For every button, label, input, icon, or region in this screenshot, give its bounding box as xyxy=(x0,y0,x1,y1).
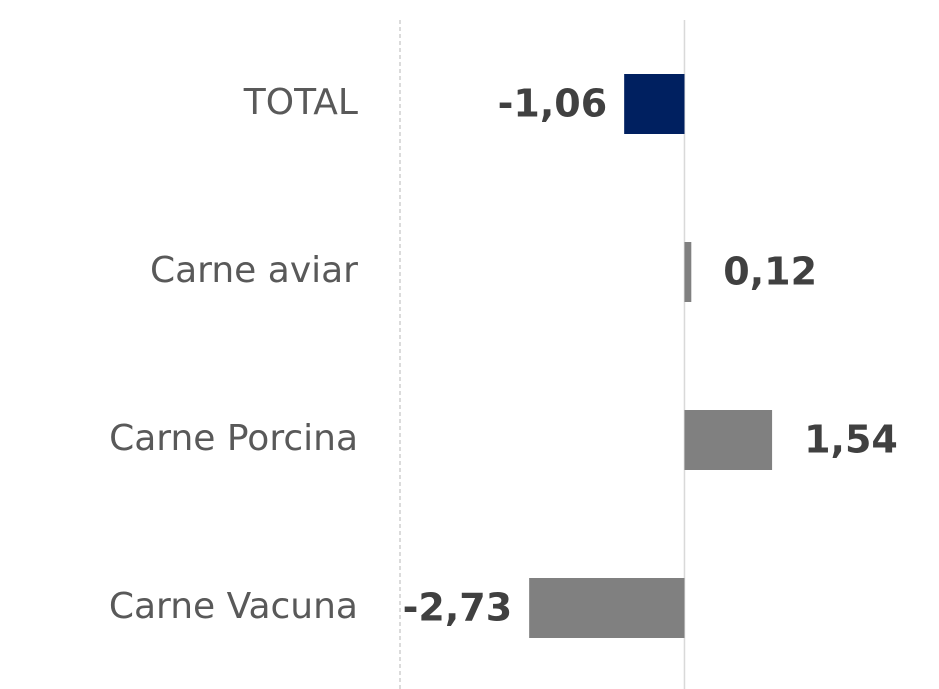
bar xyxy=(684,242,692,302)
category-label: Carne aviar xyxy=(150,250,358,291)
bar xyxy=(624,74,685,134)
bar xyxy=(684,410,773,470)
category-label: TOTAL xyxy=(243,82,358,123)
value-label: 0,12 xyxy=(723,250,817,294)
value-label: 1,54 xyxy=(804,418,898,462)
category-label: Carne Vacuna xyxy=(109,586,358,627)
category-label: Carne Porcina xyxy=(109,418,358,459)
bar xyxy=(529,578,685,638)
value-label: -1,06 xyxy=(498,82,608,126)
value-label: -2,73 xyxy=(403,586,513,630)
